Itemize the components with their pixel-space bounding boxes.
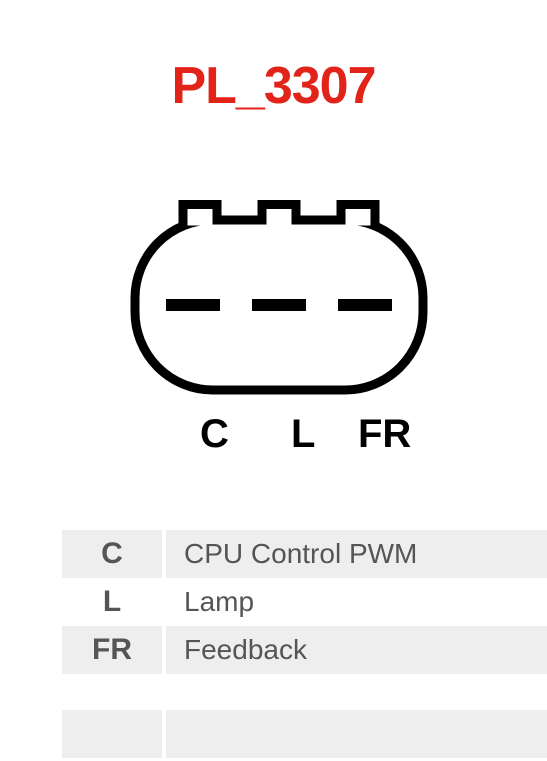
legend-value: Feedback — [166, 626, 547, 674]
legend-row: FR Feedback — [62, 626, 547, 674]
part-number-title: PL_3307 — [0, 56, 547, 116]
legend-empty-value — [166, 710, 547, 758]
pin-legend-table: C CPU Control PWM L Lamp FR Feedback — [62, 530, 547, 674]
pin-label-c: C — [200, 412, 229, 457]
legend-value: CPU Control PWM — [166, 530, 547, 578]
connector-diagram — [125, 190, 435, 400]
legend-key: L — [62, 578, 162, 626]
legend-key: C — [62, 530, 162, 578]
legend-key: FR — [62, 626, 162, 674]
legend-value: Lamp — [166, 578, 547, 626]
pin-label-fr: FR — [358, 412, 411, 457]
legend-empty-row — [62, 710, 547, 758]
pin-label-l: L — [291, 412, 315, 457]
legend-row: L Lamp — [62, 578, 547, 626]
legend-empty-key — [62, 710, 162, 758]
legend-row: C CPU Control PWM — [62, 530, 547, 578]
